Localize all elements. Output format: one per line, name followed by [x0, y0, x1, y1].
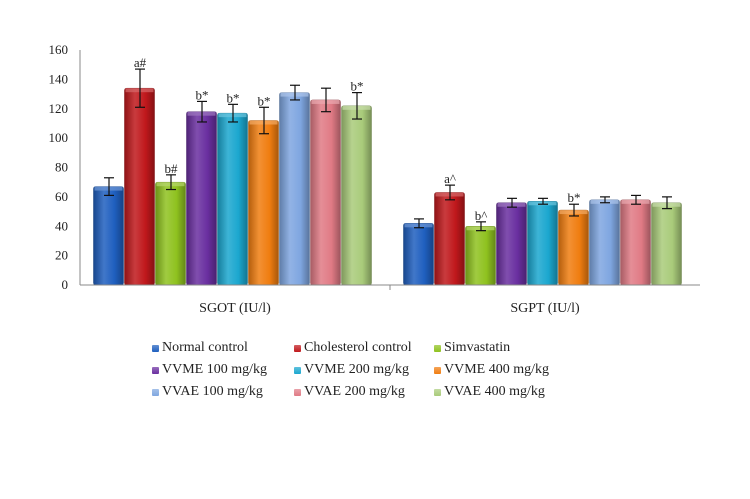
error-bar: [538, 197, 548, 205]
error-bar: [507, 197, 517, 208]
error-bar: [662, 196, 672, 210]
significance-label: b*: [196, 87, 209, 102]
error-bar: [476, 221, 486, 232]
legend-label: VVAE 100 mg/kg: [162, 384, 263, 399]
x-category-label: SGOT (IU/l): [199, 301, 271, 316]
y-tick-label: 80: [55, 160, 68, 175]
significance-label: a^: [444, 171, 456, 186]
bar: [124, 87, 155, 286]
legend-swatch: [294, 344, 301, 352]
legend-item: Normal control: [152, 340, 294, 356]
legend-item: VVAE 200 mg/kg: [294, 384, 434, 400]
significance-label: b^: [475, 208, 488, 223]
legend-label: VVAE 200 mg/kg: [304, 384, 405, 399]
bar: [341, 105, 372, 286]
y-tick-label: 100: [49, 130, 69, 145]
error-bars: [104, 68, 672, 232]
bar: [558, 209, 589, 286]
error-bar: [135, 68, 145, 108]
error-bar: [166, 174, 176, 191]
legend-label: VVME 400 mg/kg: [444, 362, 549, 377]
bar: [620, 199, 651, 286]
significance-label: b*: [351, 79, 364, 94]
bar: [434, 192, 465, 286]
legend-item: VVAE 100 mg/kg: [152, 384, 294, 400]
bar: [186, 111, 217, 286]
bar: [217, 112, 248, 286]
x-axis: SGOT (IU/l) SGPT (IU/l): [80, 284, 700, 316]
significance-label: b*: [568, 190, 581, 205]
bar: [93, 186, 124, 286]
y-tick-label: 120: [49, 101, 69, 116]
bars: [93, 87, 682, 286]
legend-swatch: [152, 366, 159, 374]
legend-label: VVAE 400 mg/kg: [444, 384, 545, 399]
error-bar: [600, 196, 610, 204]
legend-label: VVME 200 mg/kg: [304, 362, 409, 377]
legend-swatch: [434, 388, 441, 396]
legend-label: Normal control: [162, 340, 248, 355]
legend-item: VVAE 400 mg/kg: [434, 384, 545, 400]
significance-label: a#: [134, 55, 147, 70]
error-bar: [352, 91, 362, 120]
annotations: a# b# b* b* b* b* a^ b^ b*: [134, 55, 581, 223]
x-category-label: SGPT (IU/l): [510, 301, 580, 316]
bar: [651, 202, 682, 286]
legend-item: Cholesterol control: [294, 340, 434, 356]
legend-swatch: [294, 388, 301, 396]
y-tick-label: 60: [55, 189, 68, 204]
significance-label: b*: [227, 90, 240, 105]
error-bar: [321, 87, 331, 113]
legend-row: VVME 100 mg/kg VVME 200 mg/kg VVME 400 mg/…: [152, 359, 592, 381]
legend-label: Simvastatin: [444, 340, 511, 355]
significance-label: b#: [165, 161, 179, 176]
legend: Normal control Cholesterol control Simvast…: [152, 337, 592, 403]
legend-swatch: [434, 366, 441, 374]
error-bar: [290, 84, 300, 101]
legend-swatch: [294, 366, 301, 374]
legend-label: VVME 100 mg/kg: [162, 362, 267, 377]
error-bar: [445, 184, 455, 201]
legend-swatch: [152, 388, 159, 396]
y-tick-label: 160: [49, 42, 69, 57]
bar: [589, 199, 620, 286]
bar: [496, 202, 527, 286]
y-tick-label: 140: [49, 71, 69, 86]
bar: [527, 201, 558, 286]
legend-item: Simvastatin: [434, 340, 510, 356]
legend-label: Cholesterol control: [304, 340, 412, 355]
bar: [155, 181, 186, 286]
bar: [279, 92, 310, 286]
bar: [248, 120, 279, 286]
error-bar: [569, 203, 579, 217]
y-tick-label: 40: [55, 218, 68, 233]
error-bar: [197, 100, 207, 123]
legend-row: Normal control Cholesterol control Simvast…: [152, 337, 592, 359]
error-bar: [104, 177, 114, 197]
legend-item: VVME 400 mg/kg: [434, 362, 549, 378]
bar: [403, 223, 434, 286]
legend-item: VVME 100 mg/kg: [152, 362, 294, 378]
legend-item: VVME 200 mg/kg: [294, 362, 434, 378]
significance-label: b*: [258, 93, 271, 108]
legend-swatch: [434, 344, 441, 352]
error-bar: [228, 103, 238, 123]
error-bar: [631, 194, 641, 205]
legend-row: VVAE 100 mg/kg VVAE 200 mg/kg VVAE 400 mg/…: [152, 381, 592, 403]
bar: [310, 99, 341, 286]
bar: [465, 226, 496, 286]
y-axis: 0 20 40 60 80 100 120 140 160: [49, 42, 81, 292]
y-tick-label: 0: [62, 277, 69, 292]
error-bar: [414, 218, 424, 229]
legend-swatch: [152, 344, 159, 352]
error-bar: [259, 106, 269, 135]
y-tick-label: 20: [55, 248, 68, 263]
